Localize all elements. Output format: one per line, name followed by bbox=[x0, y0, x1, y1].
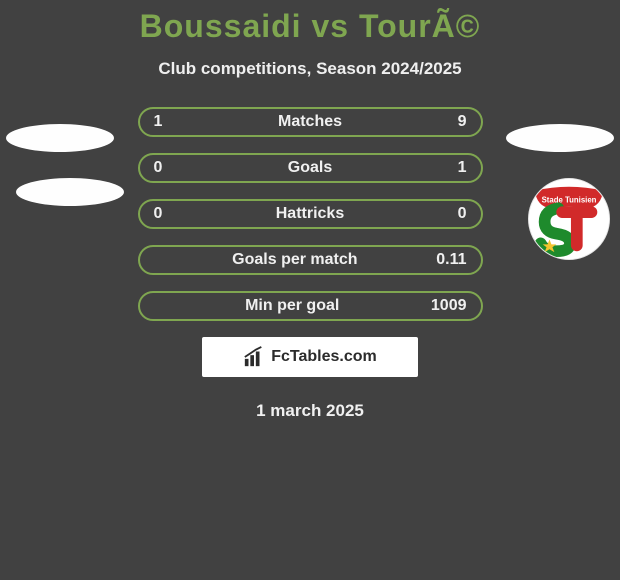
bars-icon bbox=[243, 346, 265, 368]
player-right-ellipse-1 bbox=[506, 124, 614, 152]
stat-label: Matches bbox=[278, 113, 342, 131]
stat-label: Goals per match bbox=[232, 251, 357, 269]
brand-box[interactable]: FcTables.com bbox=[202, 337, 418, 377]
player-left-ellipse-1 bbox=[6, 124, 114, 152]
stat-label: Hattricks bbox=[276, 205, 344, 223]
stat-row-hattricks: 0 Hattricks 0 bbox=[138, 199, 483, 229]
stat-right-value: 9 bbox=[458, 113, 467, 131]
stat-label: Goals bbox=[288, 159, 332, 177]
stat-right-value: 0.11 bbox=[436, 251, 466, 269]
team-badge-right: Stade Tunisien bbox=[528, 178, 610, 260]
stat-row-matches: 1 Matches 9 bbox=[138, 107, 483, 137]
stat-row-gpm: Goals per match 0.11 bbox=[138, 245, 483, 275]
club-badge-icon: Stade Tunisien bbox=[529, 179, 609, 259]
stat-left-value: 1 bbox=[154, 113, 163, 131]
stat-row-goals: 0 Goals 1 bbox=[138, 153, 483, 183]
svg-text:Stade Tunisien: Stade Tunisien bbox=[542, 195, 597, 204]
stat-right-value: 1009 bbox=[431, 297, 467, 315]
stat-right-value: 0 bbox=[458, 205, 467, 223]
comparison-title: Boussaidi vs TourÃ© bbox=[0, 0, 620, 45]
stat-right-value: 1 bbox=[458, 159, 467, 177]
stat-left-value: 0 bbox=[154, 159, 163, 177]
comparison-subtitle: Club competitions, Season 2024/2025 bbox=[0, 59, 620, 79]
footer-date: 1 march 2025 bbox=[0, 401, 620, 421]
stat-row-mpg: Min per goal 1009 bbox=[138, 291, 483, 321]
stat-left-value: 0 bbox=[154, 205, 163, 223]
stat-label: Min per goal bbox=[245, 297, 339, 315]
player-left-ellipse-2 bbox=[16, 178, 124, 206]
brand-label: FcTables.com bbox=[271, 348, 377, 366]
